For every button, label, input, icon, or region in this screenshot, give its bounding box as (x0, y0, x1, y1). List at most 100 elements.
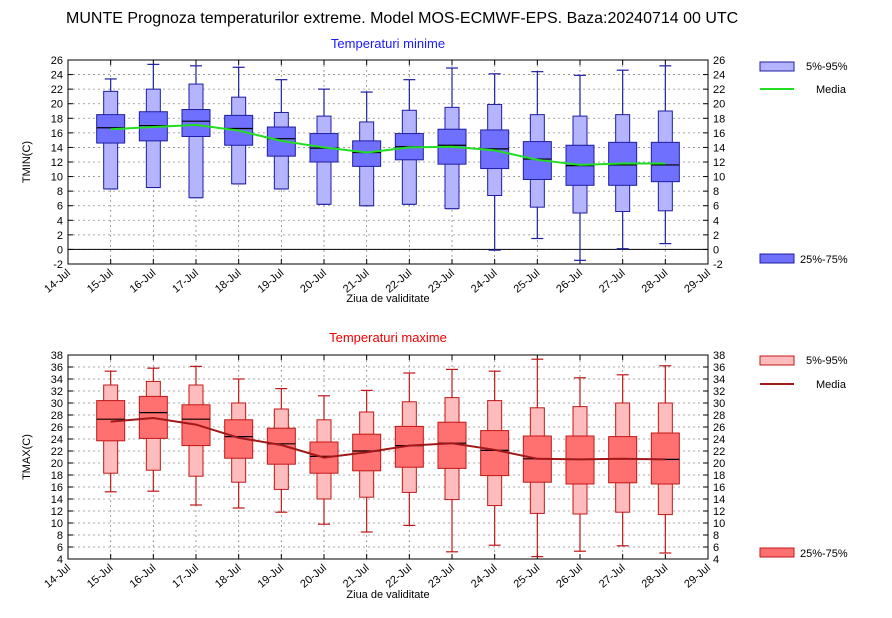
box-23-Jul (437, 368, 467, 553)
y-tick-label-left: 28 (51, 410, 63, 422)
x-tick-label: 29-Jul (682, 562, 713, 590)
y-tick-label-right: 12 (713, 506, 725, 518)
y-tick-label-right: 6 (713, 542, 719, 554)
y-tick-label-left: 10 (51, 172, 63, 184)
chart-title: Temperaturi minime (331, 36, 445, 51)
box-21-Jul (352, 91, 382, 207)
legend-p25-p75-swatch (759, 547, 795, 558)
box-19-Jul (266, 388, 296, 513)
box-22-Jul (394, 79, 424, 205)
y-tick-label-left: 16 (51, 128, 63, 140)
box-15-Jul (96, 78, 126, 190)
y-tick-label-left: 20 (51, 99, 63, 111)
p25-p75-box (480, 430, 510, 477)
y-tick-label-right: 4 (713, 554, 719, 566)
x-tick-label: 14-Jul (42, 267, 73, 295)
y-tick-label-left: 34 (51, 374, 63, 386)
y-axis-label: TMAX(C) (21, 434, 33, 480)
y-tick-label-left: 6 (57, 542, 63, 554)
y-tick-label-left: 10 (51, 518, 63, 530)
x-tick-label: 19-Jul (256, 562, 287, 590)
y-tick-label-right: -2 (713, 259, 723, 271)
box-18-Jul (224, 378, 254, 509)
y-tick-label-left: 22 (51, 84, 63, 96)
x-tick-label: 27-Jul (597, 562, 628, 590)
y-tick-label-right: 8 (713, 530, 719, 542)
y-tick-label-left: 8 (57, 186, 63, 198)
x-tick-label: 28-Jul (640, 562, 671, 590)
box-27-Jul (608, 69, 638, 250)
y-tick-label-left: 4 (57, 554, 63, 566)
box-28-Jul (650, 65, 680, 245)
box-24-Jul (480, 370, 510, 546)
x-tick-label: 23-Jul (426, 267, 457, 295)
y-tick-label-left: -2 (53, 259, 63, 271)
x-tick-label: 25-Jul (512, 267, 543, 295)
x-tick-label: 25-Jul (512, 562, 543, 590)
box-25-Jul (522, 71, 552, 240)
y-axis-label: TMIN(C) (21, 141, 33, 183)
y-tick-label-left: 18 (51, 470, 63, 482)
box-23-Jul (437, 67, 467, 210)
x-tick-label: 26-Jul (554, 267, 585, 295)
y-tick-label-right: 14 (713, 494, 725, 506)
box-19-Jul (266, 79, 296, 190)
legend: 5%-95% Media 25%-75% (759, 355, 848, 560)
y-tick-label-right: 10 (713, 172, 725, 184)
y-tick-label-left: 20 (51, 458, 63, 470)
p25-p75-box (352, 140, 382, 167)
x-tick-label: 17-Jul (170, 562, 201, 590)
x-tick-label: 17-Jul (170, 267, 201, 295)
y-tick-label-right: 34 (713, 374, 725, 386)
x-tick-label: 24-Jul (469, 267, 500, 295)
y-tick-label-right: 24 (713, 434, 725, 446)
y-tick-label-right: 8 (713, 186, 719, 198)
legend-p5-p95-swatch (759, 61, 795, 72)
box-22-Jul (394, 372, 424, 527)
x-tick-label: 16-Jul (128, 562, 159, 590)
y-tick-label-right: 26 (713, 55, 725, 67)
legend-p25-p75-swatch (759, 253, 795, 264)
y-tick-label-left: 26 (51, 422, 63, 434)
box-26-Jul (565, 377, 595, 552)
x-tick-label: 20-Jul (298, 562, 329, 590)
x-tick-label: 18-Jul (213, 562, 244, 590)
box-17-Jul (181, 65, 211, 199)
legend-p5-p95-label: 5%-95% (806, 61, 848, 73)
y-tick-label-right: 12 (713, 157, 725, 169)
box-26-Jul (565, 74, 595, 261)
box-17-Jul (181, 365, 211, 506)
y-tick-label-right: 38 (713, 350, 725, 362)
y-tick-label-right: 20 (713, 99, 725, 111)
x-tick-label: 21-Jul (341, 267, 372, 295)
x-tick-label: 14-Jul (42, 562, 73, 590)
p5-p95-box (188, 83, 204, 199)
y-tick-label-left: 6 (57, 201, 63, 213)
y-tick-label-left: 14 (51, 142, 63, 154)
y-tick-label-right: 26 (713, 422, 725, 434)
x-tick-label: 28-Jul (640, 267, 671, 295)
y-tick-label-left: 12 (51, 157, 63, 169)
x-tick-label: 21-Jul (341, 562, 372, 590)
p25-p75-box (266, 427, 296, 465)
y-tick-label-right: 16 (713, 128, 725, 140)
y-tick-label-left: 26 (51, 55, 63, 67)
y-tick-label-right: 22 (713, 446, 725, 458)
x-axis-label: Ziua de validitate (346, 589, 429, 601)
y-tick-label-right: 18 (713, 113, 725, 125)
y-tick-label-right: 28 (713, 410, 725, 422)
x-tick-label: 18-Jul (213, 267, 244, 295)
y-tick-label-right: 24 (713, 70, 725, 82)
box-15-Jul (96, 370, 126, 493)
y-tick-label-right: 20 (713, 458, 725, 470)
x-tick-label: 15-Jul (85, 562, 116, 590)
y-tick-label-right: 6 (713, 201, 719, 213)
x-tick-label: 15-Jul (85, 267, 116, 295)
box-16-Jul (138, 367, 168, 492)
x-tick-label: 29-Jul (682, 267, 713, 295)
x-tick-label: 23-Jul (426, 562, 457, 590)
legend: 5%-95% Media 25%-75% (759, 61, 848, 266)
x-tick-label: 26-Jul (554, 562, 585, 590)
